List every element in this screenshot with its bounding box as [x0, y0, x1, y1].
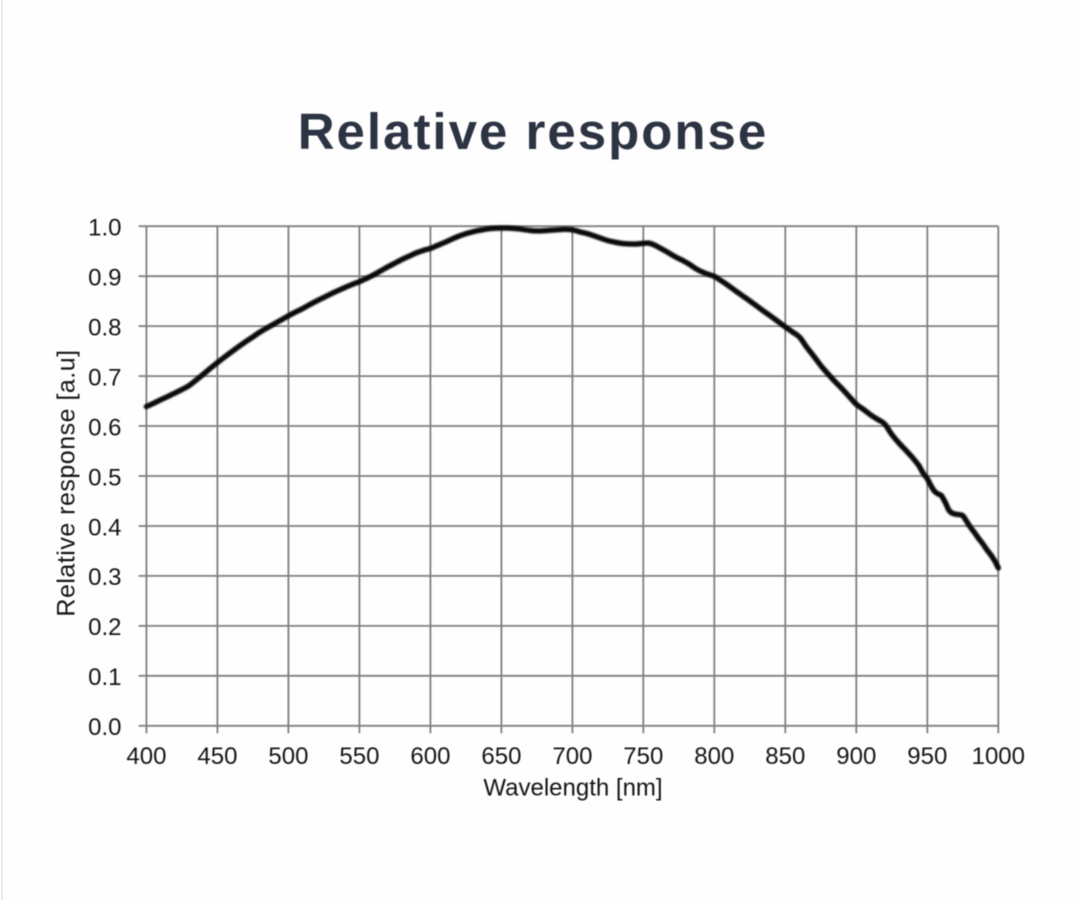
svg-text:750: 750: [623, 743, 663, 770]
svg-text:400: 400: [126, 743, 166, 770]
svg-text:600: 600: [410, 743, 450, 770]
svg-text:0.3: 0.3: [88, 564, 121, 591]
svg-text:0.6: 0.6: [88, 414, 121, 441]
svg-text:1.0: 1.0: [88, 215, 121, 242]
svg-text:0.4: 0.4: [88, 514, 121, 541]
svg-text:0.9: 0.9: [88, 265, 121, 292]
svg-text:900: 900: [836, 743, 876, 770]
svg-text:850: 850: [765, 743, 805, 770]
svg-text:0.0: 0.0: [88, 714, 121, 741]
svg-text:450: 450: [197, 743, 237, 770]
svg-text:700: 700: [552, 743, 592, 770]
svg-text:Relative response [a.u]: Relative response [a.u]: [53, 349, 81, 616]
svg-text:0.1: 0.1: [88, 664, 121, 691]
svg-text:650: 650: [481, 743, 521, 770]
svg-text:Wavelength [nm]: Wavelength [nm]: [483, 775, 662, 802]
svg-text:500: 500: [268, 743, 308, 770]
svg-text:550: 550: [339, 743, 379, 770]
svg-text:0.5: 0.5: [88, 464, 121, 491]
svg-text:0.7: 0.7: [88, 364, 121, 391]
svg-text:0.8: 0.8: [88, 314, 121, 341]
svg-text:950: 950: [907, 743, 947, 770]
svg-text:1000: 1000: [972, 743, 1025, 770]
svg-text:0.2: 0.2: [88, 614, 121, 641]
svg-text:800: 800: [694, 743, 734, 770]
